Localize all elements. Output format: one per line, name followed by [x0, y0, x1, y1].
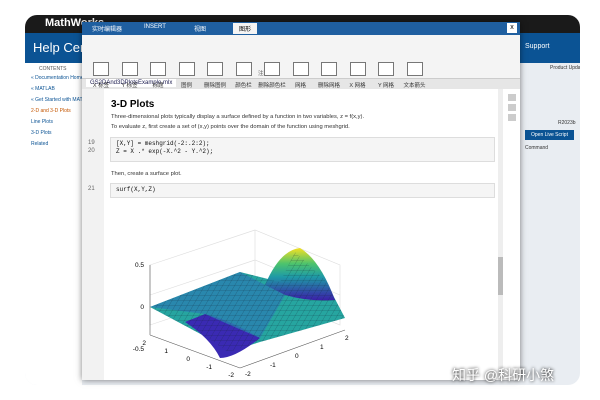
button-label: 删除网格 — [317, 83, 340, 89]
ribbon-button[interactable]: 网格 — [287, 62, 315, 89]
ribbon-button[interactable]: Y 网格 — [372, 62, 400, 89]
ribbon-button[interactable]: 图例 — [173, 62, 201, 89]
nav-bar — [25, 63, 82, 385]
mesh — [150, 252, 345, 352]
icon — [150, 62, 166, 76]
nav-header: CONTENTS — [39, 66, 67, 72]
button-label: Y 网格 — [377, 83, 395, 89]
ribbon-button[interactable]: 标题 — [144, 62, 172, 89]
scrollbar — [498, 89, 503, 380]
nav-link[interactable]: « Documentation Home — [31, 75, 84, 81]
ribbon-button[interactable]: 删除网格 — [315, 62, 343, 89]
side-link[interactable]: Open Live Script — [525, 130, 574, 140]
nav-link[interactable]: « Get Started with MATLAB — [31, 97, 93, 103]
ribbon-button[interactable]: 文本箭头 — [401, 62, 429, 89]
icon — [349, 62, 366, 76]
code-box — [110, 137, 495, 162]
ribbon-button[interactable]: 删除图例 — [201, 62, 229, 89]
button-label: 删除图例 — [203, 83, 226, 89]
nav-link[interactable]: « MATLAB — [31, 86, 55, 92]
ribbon-tab[interactable]: 图形 — [233, 23, 258, 34]
ribbon-tab[interactable]: 视图 — [194, 27, 207, 33]
code-line: Z = X .* exp(-X.^2 - Y.^2); — [116, 148, 214, 155]
nav-link[interactable]: Line Plots — [31, 119, 53, 125]
gutter — [82, 89, 104, 380]
code-box — [110, 183, 495, 198]
nav-link[interactable]: 3-D Plots — [31, 130, 52, 136]
paragraph: Then, create a surface plot. — [111, 171, 182, 177]
ribbon-button[interactable]: 删除颜色栏 — [258, 62, 286, 89]
button-label: X 网格 — [349, 83, 366, 89]
heading: 3-D Plots — [111, 99, 155, 110]
paragraph: To evaluate z, first create a set of (x,… — [111, 124, 350, 130]
close-button[interactable]: x — [507, 23, 517, 33]
icon — [378, 62, 394, 76]
icon — [178, 62, 195, 76]
support-tab[interactable]: Support — [525, 43, 550, 50]
code-line: [X,Y] = meshgrid(-2:.2:2); — [116, 140, 210, 147]
tick-label: -0.5 — [133, 346, 145, 353]
file-tab[interactable]: GS2DAnd3DPlotsExample.mlx — [86, 79, 177, 87]
side-link[interactable]: Command — [525, 145, 549, 151]
side-icons — [508, 94, 516, 124]
button-label: Y 标签 — [121, 83, 138, 89]
side-link[interactable]: R2023b — [558, 120, 576, 126]
editor-window: x 注释 GS2DAnd3DPlotsExample.mlx 3-D Plots… — [82, 22, 520, 380]
axis-lines — [149, 265, 346, 369]
tick-label: -2 — [228, 372, 234, 378]
file-bar — [82, 79, 520, 89]
icon — [207, 62, 223, 76]
tick-label: 2 — [345, 335, 349, 342]
button-label: 图例 — [180, 83, 192, 89]
nav-link[interactable]: 2-D and 3-D Plots — [31, 108, 71, 114]
icon — [235, 62, 252, 76]
tick-label: 2 — [142, 340, 146, 347]
tick-label: 0 — [140, 304, 144, 311]
ribbon-button[interactable]: 颜色栏 — [230, 62, 258, 89]
button-label: 标题 — [152, 83, 164, 89]
tick-label: 1 — [164, 348, 168, 355]
tick-label: 0.5 — [135, 262, 144, 269]
icon — [264, 62, 280, 76]
button-label: 网格 — [294, 83, 306, 89]
tick-label: 0 — [295, 353, 299, 360]
button-label: X 标签 — [92, 83, 110, 89]
paragraph: Three-dimensional plots typically displa… — [111, 114, 365, 120]
tick-label: -1 — [206, 364, 212, 371]
ribbon-tab[interactable]: 实时编辑器 — [92, 27, 123, 33]
tick-label: 1 — [320, 344, 324, 351]
watermark: 知乎 @科研小煞 — [452, 367, 555, 383]
icon — [292, 62, 309, 76]
button-label: 颜色栏 — [235, 83, 252, 89]
tick-label: -2 — [245, 371, 251, 378]
ribbon-button[interactable]: Y 标签 — [116, 62, 144, 89]
code-line: surf(X,Y,Z) — [116, 186, 156, 193]
tick-label: -1 — [270, 362, 276, 369]
line-number: 20 — [88, 148, 95, 154]
ribbon-button[interactable]: X 网格 — [344, 62, 372, 89]
group-label: 注释 — [258, 69, 269, 77]
button-label: 删除颜色栏 — [258, 83, 286, 89]
icon — [321, 62, 337, 76]
icon — [121, 62, 138, 76]
tab-strip — [82, 22, 520, 35]
ribbon-button[interactable]: X 标签 — [87, 62, 115, 89]
line-number: 21 — [88, 186, 95, 192]
tick-label: 0 — [186, 356, 190, 363]
line-number: 19 — [88, 140, 95, 146]
icon — [406, 62, 423, 76]
nav-link[interactable]: Related — [31, 141, 49, 147]
icon — [93, 62, 109, 76]
ribbon-tab[interactable]: INSERT — [144, 24, 166, 30]
button-label: 文本箭头 — [403, 83, 426, 89]
side-link[interactable]: Product Updates — [550, 65, 580, 71]
